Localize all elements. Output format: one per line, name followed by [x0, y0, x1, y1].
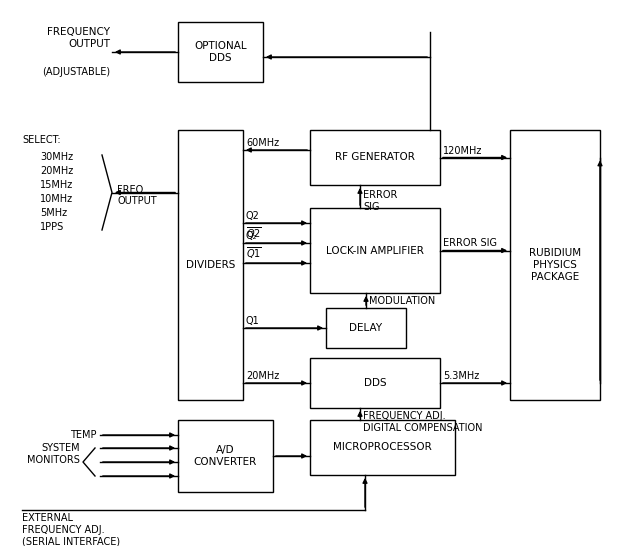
Text: Q1: Q1: [246, 316, 260, 326]
Bar: [310, 208, 440, 293]
Text: DIVIDERS: DIVIDERS: [186, 260, 235, 270]
Text: MICROPROCESSOR: MICROPROCESSOR: [333, 442, 432, 453]
Bar: [310, 130, 440, 185]
Text: 30MHz: 30MHz: [40, 152, 73, 162]
Text: 15MHz: 15MHz: [40, 180, 73, 190]
Bar: [178, 130, 243, 400]
Text: ERROR
SIG: ERROR SIG: [363, 190, 398, 212]
Text: 10MHz: 10MHz: [40, 194, 73, 204]
Text: FREQUENCY
OUTPUT: FREQUENCY OUTPUT: [47, 27, 110, 49]
Text: 5MHz: 5MHz: [40, 208, 67, 218]
Text: EXTERNAL
FREQUENCY ADJ.
(SERIAL INTERFACE): EXTERNAL FREQUENCY ADJ. (SERIAL INTERFAC…: [22, 513, 120, 546]
Text: 20MHz: 20MHz: [246, 371, 279, 381]
Text: LOCK-IN AMPLIFIER: LOCK-IN AMPLIFIER: [326, 246, 424, 256]
Bar: [326, 308, 406, 348]
Bar: [310, 420, 455, 475]
Text: $\overline{Q2}$: $\overline{Q2}$: [246, 225, 262, 241]
Text: ERROR SIG: ERROR SIG: [443, 239, 497, 248]
Text: 60MHz: 60MHz: [246, 138, 279, 148]
Bar: [310, 358, 440, 408]
Text: Q2: Q2: [246, 211, 260, 221]
Bar: [178, 420, 273, 492]
Text: Q̅₂: Q̅₂: [246, 231, 258, 241]
Text: 5.3MHz: 5.3MHz: [443, 371, 479, 381]
Text: MODULATION: MODULATION: [369, 296, 435, 306]
Text: RUBIDIUM
PHYSICS
PACKAGE: RUBIDIUM PHYSICS PACKAGE: [529, 248, 581, 282]
Text: FREQUENCY ADJ.
DIGITAL COMPENSATION: FREQUENCY ADJ. DIGITAL COMPENSATION: [363, 411, 483, 432]
Text: TEMP: TEMP: [70, 430, 97, 440]
Text: A/D
CONVERTER: A/D CONVERTER: [194, 445, 257, 467]
Text: 20MHz: 20MHz: [40, 166, 73, 176]
Text: (ADJUSTABLE): (ADJUSTABLE): [42, 67, 110, 77]
Text: SELECT:: SELECT:: [22, 135, 61, 145]
Text: 120MHz: 120MHz: [443, 145, 482, 156]
Bar: [510, 130, 600, 400]
Text: 1PPS: 1PPS: [40, 222, 64, 232]
Text: DELAY: DELAY: [349, 323, 382, 333]
Text: RF GENERATOR: RF GENERATOR: [335, 152, 415, 163]
Text: OPTIONAL
DDS: OPTIONAL DDS: [194, 41, 247, 63]
Text: FREQ.
OUTPUT: FREQ. OUTPUT: [117, 185, 157, 206]
Text: SYSTEM
MONITORS: SYSTEM MONITORS: [27, 443, 80, 465]
Text: $\overline{Q1}$: $\overline{Q1}$: [246, 245, 262, 261]
Text: DDS: DDS: [364, 378, 386, 388]
Bar: [178, 22, 263, 82]
